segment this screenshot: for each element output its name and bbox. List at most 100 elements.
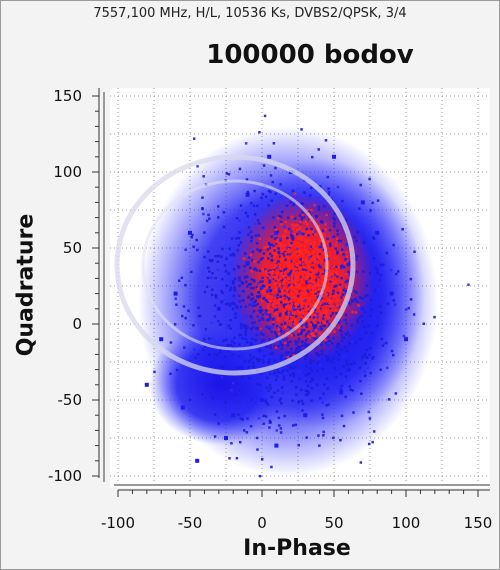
scatter-dot	[237, 265, 240, 268]
scatter-dot	[300, 218, 304, 221]
scatter-dot	[323, 383, 326, 386]
scatter-dot	[307, 330, 310, 333]
scatter-dot	[283, 225, 286, 229]
scatter-dot	[284, 325, 287, 328]
scatter-dot	[266, 403, 270, 406]
scatter-dot	[304, 276, 308, 279]
scatter-dot	[330, 299, 333, 303]
scatter-dot	[290, 230, 293, 233]
scatter-dot	[233, 289, 237, 292]
scatter-dot	[276, 271, 279, 274]
x-tick-label: 0	[257, 514, 267, 532]
scatter-dot	[311, 334, 314, 337]
scatter-dot	[296, 278, 300, 282]
scatter-dot	[256, 327, 259, 331]
scatter-dot	[379, 273, 382, 277]
scatter-dot	[348, 273, 351, 276]
scatter-dot	[282, 375, 286, 378]
x-axis-label: In-Phase	[243, 536, 351, 561]
scatter-dot	[219, 323, 222, 326]
scatter-dot	[301, 258, 305, 262]
scatter-dot	[271, 269, 275, 273]
scatter-dot	[296, 254, 300, 258]
scatter-dot	[287, 273, 290, 276]
scatter-dot	[363, 353, 367, 356]
scatter-dot	[292, 369, 296, 372]
scatter-dot	[211, 288, 214, 291]
scatter-dot	[286, 264, 290, 268]
scatter-dot	[344, 280, 348, 284]
scatter-dot	[183, 346, 186, 349]
scatter-dot	[311, 331, 315, 335]
scatter-dot	[192, 324, 195, 327]
scatter-dot	[336, 185, 340, 189]
scatter-dot	[203, 290, 207, 294]
scatter-dot	[272, 277, 276, 280]
scatter-dot	[301, 211, 304, 215]
scatter-dot	[239, 323, 243, 326]
scatter-dot	[257, 234, 260, 237]
scatter-dot	[214, 294, 218, 297]
scatter-dot	[282, 248, 286, 252]
scatter-dot	[331, 273, 334, 276]
scatter-dot	[310, 227, 313, 231]
scatter-dot	[307, 285, 310, 289]
scatter-dot	[300, 202, 304, 205]
scatter-dot	[390, 349, 394, 353]
scatter-dot	[286, 269, 290, 273]
scatter-dot	[239, 326, 243, 329]
scatter-dot	[282, 300, 286, 303]
scatter-dot	[268, 327, 271, 330]
scatter-dot	[285, 289, 289, 293]
scatter-dot	[314, 269, 318, 273]
scatter-dot	[276, 319, 280, 322]
scatter-dot	[333, 218, 337, 221]
scatter-dot	[304, 389, 308, 393]
scatter-dot	[366, 356, 369, 359]
scatter-dot	[328, 271, 332, 274]
scatter-dot	[297, 345, 300, 348]
scatter-dot	[231, 252, 235, 256]
scatter-dot	[315, 289, 319, 292]
scatter-dot	[285, 369, 289, 372]
scatter-dot	[355, 255, 359, 258]
scatter-dot	[307, 260, 311, 264]
scatter-dot	[294, 349, 298, 352]
scatter-point	[389, 291, 394, 296]
scatter-point	[303, 238, 308, 243]
scatter-dot	[290, 331, 294, 335]
scatter-dot	[286, 236, 289, 240]
scatter-dot	[169, 341, 173, 344]
scatter-dot	[231, 381, 235, 385]
scatter-dot	[359, 183, 362, 187]
scatter-dot	[292, 375, 296, 378]
scatter-point	[231, 413, 236, 418]
scatter-dot	[300, 310, 304, 313]
scatter-dot	[336, 304, 340, 307]
scatter-dot	[328, 277, 332, 281]
scatter-point	[245, 261, 250, 266]
scatter-dot	[251, 316, 254, 319]
scatter-dot	[233, 286, 236, 289]
scatter-dot	[310, 332, 314, 336]
scatter-dot	[255, 382, 259, 386]
scatter-dot	[279, 257, 282, 261]
scatter-dot	[289, 249, 293, 252]
scatter-dot	[353, 289, 357, 293]
scatter-dot	[205, 219, 209, 223]
scatter-dot	[235, 217, 239, 220]
scatter-dot	[321, 295, 325, 298]
scatter-dot	[233, 336, 236, 340]
scatter-dot	[292, 334, 295, 337]
scatter-dot	[296, 241, 300, 245]
scatter-dot	[366, 294, 369, 297]
scatter-dot	[293, 232, 296, 236]
scatter-dot	[217, 422, 220, 425]
scatter-dot	[320, 353, 324, 356]
scatter-dot	[238, 343, 241, 346]
y-tick-label: -50	[58, 391, 83, 409]
scatter-dot	[337, 285, 341, 289]
scatter-dot	[356, 231, 359, 234]
scatter-point	[332, 154, 336, 159]
scatter-dot	[318, 444, 321, 447]
